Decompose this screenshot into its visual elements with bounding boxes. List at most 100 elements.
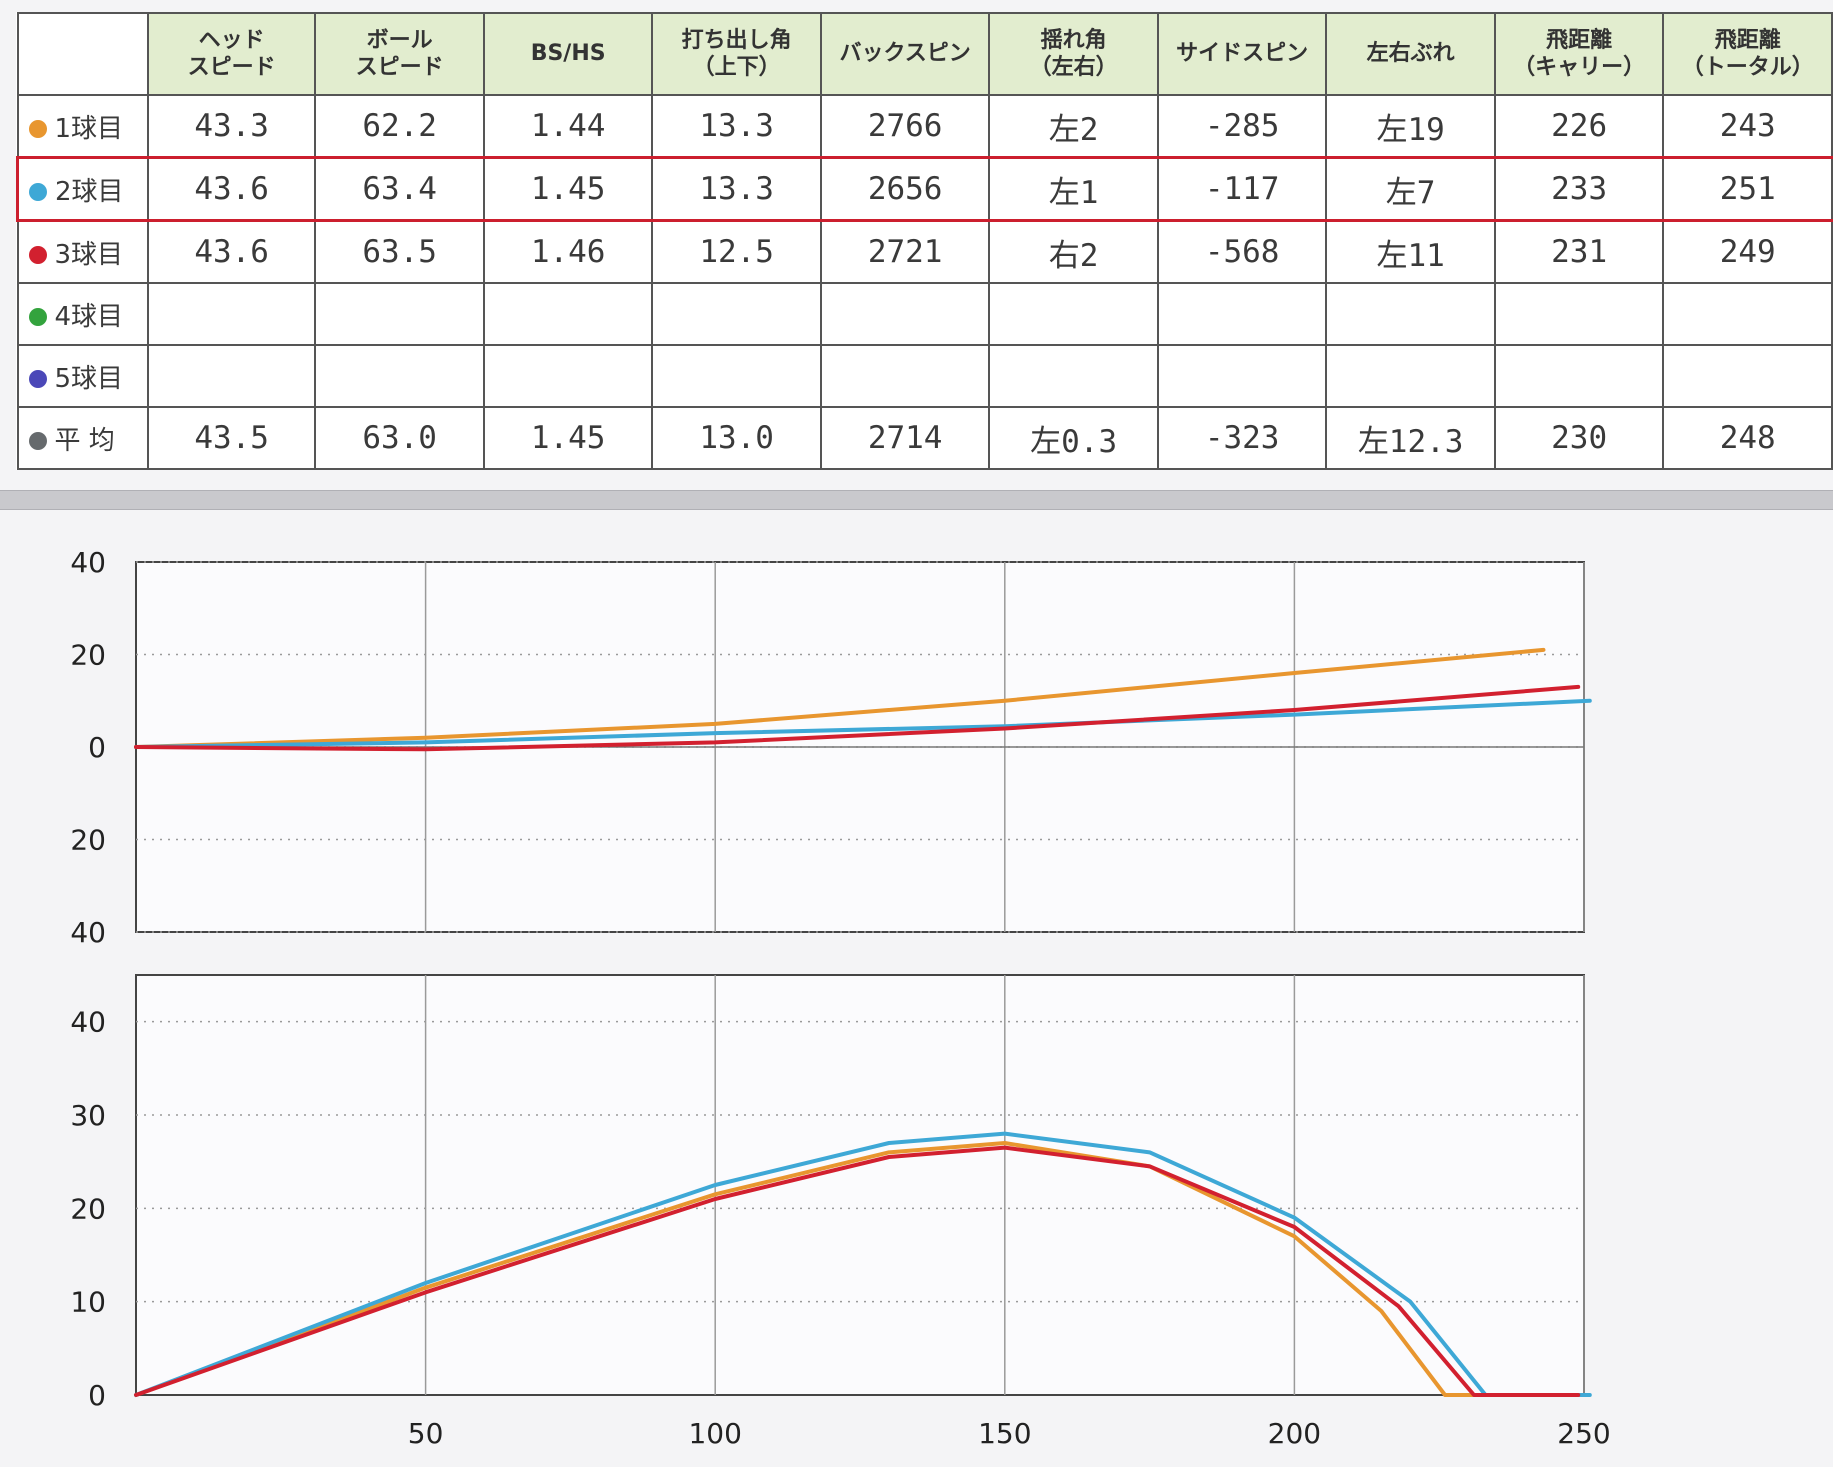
table-cell <box>146 344 317 408</box>
series-line <box>134 1145 1581 1397</box>
table-row: 2球目 43.6 63.4 1.45 13.3 2656 左1 -117 左7 233 251 <box>15 156 1833 222</box>
series-color-dot-icon <box>28 120 47 138</box>
header-backspin: バックスピン <box>819 12 991 96</box>
shot-data-table: ヘッド スピード ボール スピード BS/HS 打ち出し角 （上下） バックスピ… <box>15 12 1833 470</box>
y-tick-label: 30 <box>70 1099 106 1132</box>
table-cell: 左12.3 <box>1325 406 1496 470</box>
table-cell <box>1156 282 1328 346</box>
series-line <box>134 1131 1592 1397</box>
row-label: 3球目 <box>16 219 149 284</box>
table-cell: 12.5 <box>651 219 822 284</box>
header-ball-speed: ボール スピード <box>314 12 485 96</box>
table-cell <box>988 282 1159 346</box>
y-tick-label: 10 <box>70 1286 106 1319</box>
table-cell: 1.46 <box>482 219 654 284</box>
table-cell: 13.3 <box>651 156 822 222</box>
table-cell: -285 <box>1156 94 1328 159</box>
section-divider <box>0 490 1833 510</box>
series-line <box>134 698 1592 749</box>
series-color-dot-icon <box>28 432 47 450</box>
series-line <box>134 684 1581 752</box>
series-color-dot-icon <box>29 183 47 201</box>
table-row: 平 均 43.5 63.0 1.45 13.0 2714 左0.3 -323 左12.3 230 2… <box>16 406 1833 470</box>
table-cell <box>651 344 822 408</box>
table-cell <box>1493 282 1665 346</box>
table-cell: 2656 <box>819 156 991 222</box>
header-sidespin: サイドスピン <box>1156 12 1328 96</box>
header-carry-distance: 飛距離 （キャリー） <box>1493 12 1665 96</box>
series-color-dot-icon <box>28 370 47 388</box>
row-label-text: 1球目 <box>54 113 124 144</box>
x-tick-label: 250 <box>1557 1417 1610 1450</box>
y-tick-label: 20 <box>70 1192 106 1225</box>
table-cell: 230 <box>1493 406 1665 470</box>
table-row: 1球目 43.3 62.2 1.44 13.3 2766 左2 -285 左19 226 243 <box>16 94 1833 159</box>
table-cell: 233 <box>1493 156 1665 222</box>
table-cell: 右2 <box>988 219 1159 284</box>
table-cell: -323 <box>1156 406 1328 470</box>
table-cell: 248 <box>1662 406 1833 470</box>
x-tick-label: 150 <box>978 1417 1031 1450</box>
y-tick-label: 40 <box>70 1006 106 1039</box>
table-cell: 63.5 <box>314 219 485 284</box>
table-cell: 左1 <box>988 156 1159 222</box>
x-tick-label: 200 <box>1268 1417 1321 1450</box>
table-cell <box>1325 282 1496 346</box>
table-cell <box>482 282 654 346</box>
table-header-row: ヘッド スピード ボール スピード BS/HS 打ち出し角 （上下） バックスピ… <box>16 12 1833 96</box>
table-cell: 251 <box>1662 156 1833 222</box>
table-cell <box>482 344 654 408</box>
table-cell: -117 <box>1156 156 1328 222</box>
row-label-text: 5球目 <box>54 363 124 394</box>
header-side-angle: 揺れ角 （左右） <box>988 12 1159 96</box>
header-corner <box>16 12 149 96</box>
table-cell <box>819 282 991 346</box>
row-label-text: 2球目 <box>55 176 124 207</box>
table-cell: 左7 <box>1325 156 1496 222</box>
table-cell <box>1662 344 1833 408</box>
header-head-speed: ヘッド スピード <box>146 12 317 96</box>
header-smash-factor: BS/HS <box>482 12 654 96</box>
y-tick-label: 0 <box>88 731 106 764</box>
table-cell <box>314 344 485 408</box>
row-label: 2球目 <box>15 156 149 222</box>
series-line <box>134 1141 1546 1397</box>
table-cell: 2721 <box>819 219 991 284</box>
row-label: 1球目 <box>16 94 149 159</box>
table-cell <box>1325 344 1496 408</box>
table-cell: 左0.3 <box>988 406 1159 470</box>
table-cell: 2766 <box>819 94 991 159</box>
y-tick-label: 0 <box>88 1379 106 1412</box>
row-label-text: 平 均 <box>54 425 115 456</box>
table-cell <box>651 282 822 346</box>
x-tick-label: 100 <box>688 1417 741 1450</box>
row-label: 4球目 <box>16 282 149 346</box>
table-cell: 226 <box>1493 94 1665 159</box>
header-lateral-deviation: 左右ぶれ <box>1325 12 1496 96</box>
series-line <box>134 647 1546 749</box>
table-cell: 左19 <box>1325 94 1496 159</box>
table-cell <box>314 282 485 346</box>
table-cell: -568 <box>1156 219 1328 284</box>
table-cell: 62.2 <box>314 94 485 159</box>
table-cell: 63.0 <box>314 406 485 470</box>
header-launch-angle: 打ち出し角 （上下） <box>651 12 822 96</box>
header-total-distance: 飛距離 （トータル） <box>1662 12 1833 96</box>
table-cell: 43.6 <box>146 219 317 284</box>
table-cell: 左11 <box>1325 219 1496 284</box>
table-cell <box>819 344 991 408</box>
row-label-text: 4球目 <box>54 301 124 332</box>
y-tick-label: 20 <box>70 824 106 857</box>
table-cell: 2714 <box>819 406 991 470</box>
lateral-deviation-chart: 40 20 0 20 40 <box>70 546 1592 949</box>
table-cell: 43.3 <box>146 94 317 159</box>
table-cell: 1.44 <box>482 94 654 159</box>
series-color-dot-icon <box>28 246 47 264</box>
table-cell: 1.45 <box>482 156 654 222</box>
shot-data-table-container: ヘッド スピード ボール スピード BS/HS 打ち出し角 （上下） バックスピ… <box>15 12 1833 470</box>
table-cell: 243 <box>1662 94 1833 159</box>
table-cell <box>988 344 1159 408</box>
x-tick-label: 50 <box>408 1417 444 1450</box>
table-cell <box>1662 282 1833 346</box>
